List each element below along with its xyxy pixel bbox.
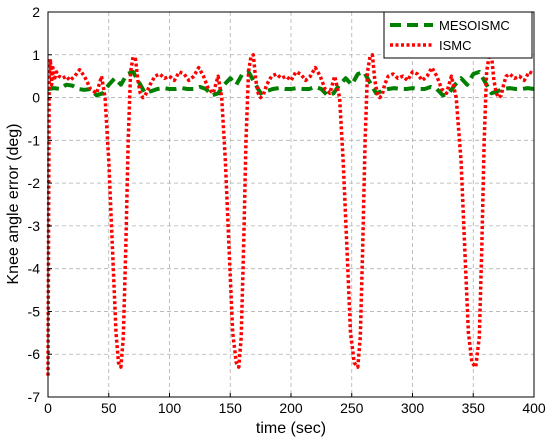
x-tick-label: 150 (219, 400, 243, 416)
legend-box (383, 11, 533, 59)
y-tick-label: -2 (28, 175, 41, 191)
x-tick-label: 250 (340, 400, 364, 416)
x-tick-label: 350 (462, 400, 486, 416)
y-tick-label: -7 (28, 389, 41, 405)
x-tick-label: 0 (44, 400, 52, 416)
x-tick-label: 100 (158, 400, 182, 416)
series-line-mesoismc (47, 69, 535, 98)
series-line-ismc (46, 53, 535, 376)
legend: MESOISMC ISMC (383, 11, 533, 59)
series-layer (46, 53, 535, 376)
x-tick-label: 400 (522, 400, 546, 416)
x-axis-label: time (sec) (256, 420, 326, 437)
y-tick-label: 1 (32, 47, 40, 63)
axis-ticks: 0 50 100 150 200 250 300 350 400 2 1 0 -1 -2 -3 -4 -5 -6 -… (28, 4, 546, 416)
x-tick-label: 300 (401, 400, 425, 416)
y-tick-label: -4 (28, 261, 41, 277)
y-tick-label: -3 (28, 218, 41, 234)
y-axis-label: Knee angle error (deg) (5, 124, 22, 285)
y-tick-label: -6 (28, 346, 41, 362)
legend-label-ismc: ISMC (439, 38, 472, 53)
y-tick-label: 2 (32, 4, 40, 20)
legend-label-mesoismc: MESOISMC (439, 18, 510, 33)
y-tick-label: -1 (28, 132, 41, 148)
y-tick-label: -5 (28, 303, 41, 319)
y-tick-label: 0 (32, 90, 40, 106)
x-tick-label: 200 (279, 400, 303, 416)
x-tick-label: 50 (101, 400, 117, 416)
